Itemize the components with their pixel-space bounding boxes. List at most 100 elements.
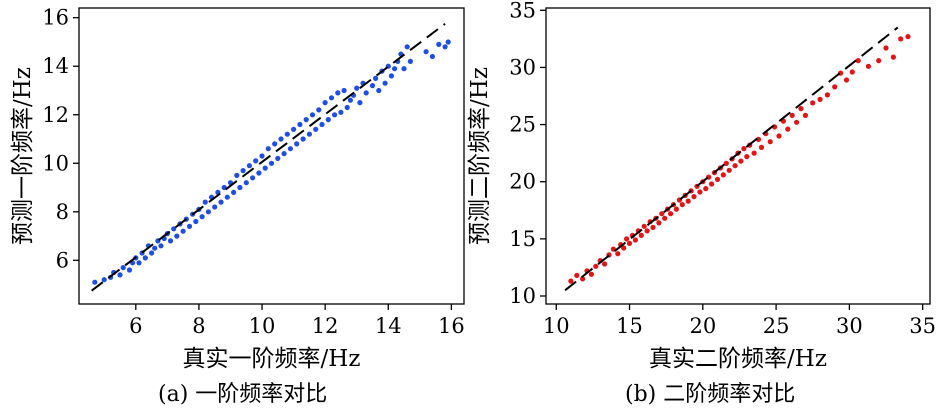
reference-line	[91, 22, 446, 292]
data-point	[319, 121, 325, 128]
x-tick-label: 30	[836, 314, 863, 338]
data-point	[338, 109, 344, 115]
data-point	[798, 106, 804, 112]
data-point	[626, 240, 633, 246]
data-point	[429, 53, 435, 60]
data-point	[650, 224, 656, 230]
data-point	[593, 263, 599, 269]
data-point	[382, 80, 388, 86]
data-point	[101, 277, 107, 283]
chart-b: 10 15 20 25 30 35 10 15 20 25 30 35 真实二阶频率/Hz 预测二阶频率/…	[467, 0, 936, 372]
data-point	[300, 136, 306, 142]
data-point	[325, 117, 331, 123]
data-point	[656, 220, 662, 226]
data-point	[905, 34, 911, 40]
x-tick-label: 10	[249, 314, 276, 338]
data-point	[231, 189, 237, 195]
caption-a: (a) 一阶频率对比	[158, 382, 328, 407]
data-point	[849, 69, 855, 75]
data-point	[186, 223, 193, 229]
data-point	[744, 154, 750, 160]
data-point	[723, 160, 729, 166]
data-point	[265, 146, 271, 152]
data-point	[199, 214, 205, 220]
caption-b: (b) 二阶频率对比	[625, 382, 796, 407]
y-axis-label: 预测一阶频率/Hz	[10, 67, 36, 245]
data-point	[755, 136, 762, 142]
data-point	[246, 163, 252, 169]
data-point	[714, 176, 721, 182]
data-point	[810, 100, 816, 106]
data-point	[659, 211, 665, 217]
data-point	[865, 63, 872, 69]
data-point	[843, 77, 850, 83]
data-point	[855, 58, 861, 64]
data-point	[218, 199, 224, 205]
data-point	[662, 215, 668, 221]
y-tick-label: 10	[42, 151, 69, 175]
data-point	[224, 194, 230, 200]
data-point	[250, 175, 256, 181]
data-point	[328, 95, 335, 101]
x-tick-label: 20	[689, 314, 716, 338]
data-point	[615, 251, 621, 257]
data-point	[347, 97, 353, 103]
data-point	[268, 160, 275, 166]
data-point	[568, 278, 574, 284]
data-point	[149, 250, 155, 256]
data-point	[272, 141, 278, 147]
x-tick-label: 14	[375, 314, 402, 338]
data-point	[354, 85, 360, 91]
reference-line	[564, 26, 899, 292]
plot-frame	[78, 7, 465, 305]
data-point	[423, 49, 429, 55]
data-point	[212, 204, 218, 210]
data-point	[679, 202, 685, 208]
data-point	[726, 167, 732, 173]
data-point	[632, 237, 639, 243]
data-point	[193, 218, 199, 225]
data-point	[388, 73, 394, 79]
y-tick-label: 20	[509, 170, 536, 194]
x-tick-label: 8	[192, 314, 205, 338]
data-point	[758, 144, 765, 150]
chart-a: 6 8 10 12 14 16 6 8 10 12 14 16 真实一阶频率/Hz 预测一阶频率/Hz	[10, 6, 465, 372]
data-point	[785, 126, 791, 132]
data-point	[732, 163, 738, 169]
data-point	[751, 150, 757, 156]
data-point	[297, 121, 303, 128]
data-point	[401, 66, 407, 72]
x-tick-label: 10	[543, 314, 570, 338]
y-tick-label: 16	[42, 6, 69, 30]
data-point	[171, 226, 177, 232]
y-tick-label: 35	[509, 0, 536, 22]
data-point	[306, 131, 312, 137]
data-point	[341, 87, 347, 94]
data-point	[180, 228, 186, 234]
data-point	[287, 146, 293, 152]
data-point	[357, 100, 363, 106]
data-point	[668, 211, 674, 217]
data-point	[641, 223, 647, 229]
data-point	[158, 243, 164, 249]
data-point	[142, 255, 148, 261]
data-point	[741, 146, 747, 152]
data-point	[789, 112, 795, 118]
data-point	[876, 58, 882, 64]
y-tick-label: 8	[56, 200, 69, 224]
y-axis-label: 预测二阶频率/Hz	[467, 67, 493, 245]
data-point	[316, 107, 322, 113]
x-axis-label: 真实一阶频率/Hz	[183, 346, 361, 372]
data-point	[174, 233, 180, 239]
data-point	[442, 44, 448, 50]
data-point	[776, 133, 782, 139]
data-point	[281, 151, 287, 157]
data-point	[240, 168, 246, 174]
data-point	[205, 209, 211, 215]
plot-frame	[545, 7, 931, 305]
data-point	[167, 238, 174, 244]
data-point	[309, 112, 316, 118]
data-point	[720, 172, 726, 178]
y-tick-label: 25	[509, 113, 536, 137]
